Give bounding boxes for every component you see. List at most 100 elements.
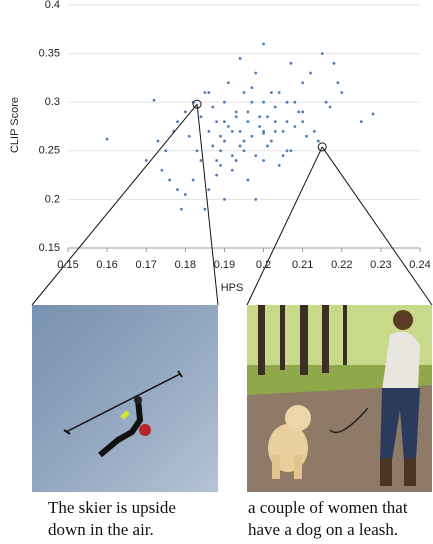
point [203, 91, 207, 94]
point [320, 52, 324, 55]
caption: down in the air. [48, 520, 154, 539]
point [242, 139, 246, 143]
point [211, 144, 215, 148]
point [207, 91, 211, 94]
point [246, 178, 250, 182]
point [305, 134, 308, 138]
y-tick-label: 0.35 [39, 48, 60, 60]
connector [31, 103, 198, 306]
point [262, 100, 265, 104]
caption: The skier is upside [48, 498, 176, 517]
point [187, 134, 191, 138]
point [215, 120, 219, 124]
point [246, 120, 250, 124]
x-tick-label: 0.19 [214, 259, 235, 271]
point [105, 137, 109, 141]
point [250, 134, 254, 138]
x-tick-label: 0.24 [409, 259, 430, 271]
point [215, 173, 219, 177]
point [371, 112, 375, 116]
caption: have a dog on a leash. [248, 520, 398, 539]
point [152, 98, 156, 102]
connector [246, 146, 323, 306]
point [183, 193, 187, 196]
point [316, 139, 320, 143]
point [359, 120, 363, 124]
point [199, 115, 203, 119]
point [191, 178, 195, 182]
point [242, 149, 246, 153]
point [254, 198, 258, 201]
dog-image [247, 305, 432, 492]
point [207, 129, 211, 133]
point [168, 178, 172, 182]
x-tick-label: 0.22 [331, 259, 352, 271]
x-axis-label: HPS [221, 282, 244, 294]
point [293, 125, 297, 128]
point [293, 100, 297, 104]
point [273, 105, 277, 109]
point [301, 81, 305, 85]
point [203, 207, 207, 211]
point [262, 159, 265, 162]
y-axis-label: CLIP Score [9, 97, 21, 153]
y-tick-label: 0.15 [39, 242, 60, 254]
point [160, 168, 164, 172]
point [258, 115, 262, 119]
point [234, 115, 238, 119]
point [250, 100, 254, 104]
point [207, 188, 211, 192]
point [219, 134, 222, 138]
connector [321, 146, 433, 306]
point [332, 61, 336, 65]
point [258, 125, 262, 128]
highlight-point [192, 99, 202, 109]
point [183, 110, 187, 114]
y-tick-label: 0.2 [45, 193, 60, 205]
x-tick-label: 0.17 [136, 259, 157, 271]
point [219, 149, 222, 153]
point [273, 120, 277, 124]
point [289, 149, 293, 153]
connector [196, 104, 219, 306]
point [246, 110, 250, 114]
point [211, 105, 215, 109]
highlight-point [317, 142, 327, 152]
point [277, 91, 281, 94]
point [219, 163, 222, 167]
point [266, 144, 269, 148]
point [273, 129, 277, 133]
point [289, 61, 293, 65]
point [238, 129, 242, 133]
point [223, 120, 226, 124]
point [269, 91, 273, 94]
point [234, 110, 238, 114]
point [195, 149, 199, 153]
point [164, 149, 168, 153]
point [223, 100, 226, 104]
point [199, 159, 203, 162]
x-tick-label: 0.16 [96, 259, 117, 271]
point [266, 115, 269, 119]
y-tick-label: 0.25 [39, 145, 60, 157]
point [223, 198, 226, 201]
point [223, 139, 226, 143]
point [250, 86, 254, 90]
point [215, 159, 219, 162]
point [301, 120, 305, 124]
point [309, 71, 312, 75]
point [230, 154, 234, 158]
point [176, 188, 179, 192]
point [285, 100, 289, 104]
caption: a couple of women that [248, 498, 408, 517]
point [340, 91, 344, 94]
point [176, 120, 179, 124]
point [328, 105, 332, 109]
point [156, 139, 160, 143]
x-tick-label: 0.23 [370, 259, 391, 271]
x-tick-label: 0.18 [175, 259, 196, 271]
point [230, 168, 234, 172]
point [238, 57, 242, 60]
y-tick-label: 0.3 [45, 96, 60, 108]
